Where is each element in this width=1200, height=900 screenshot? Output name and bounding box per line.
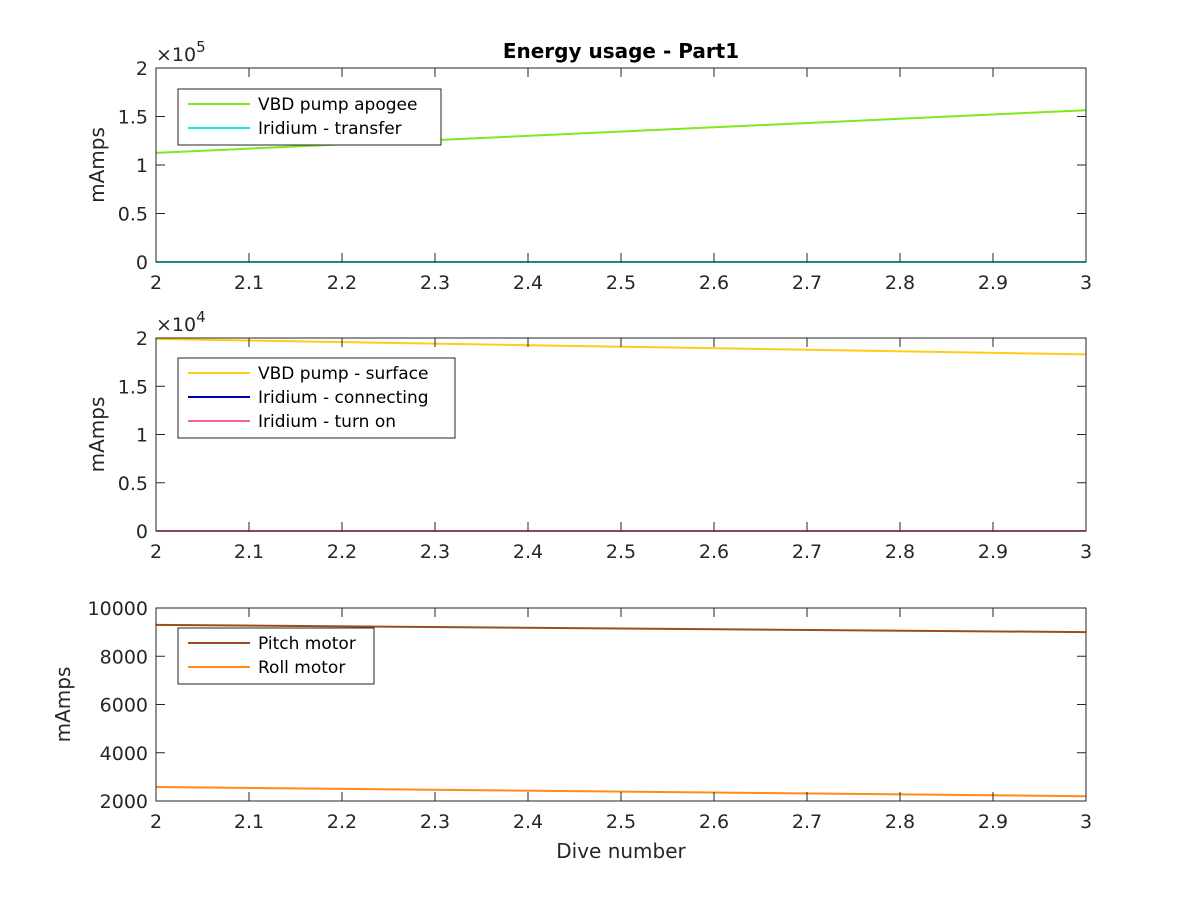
- x-tick-label: 2.4: [513, 811, 543, 833]
- x-tick-label: 2.1: [234, 811, 264, 833]
- x-tick-label: 3: [1080, 272, 1092, 294]
- legend-label: VBD pump apogee: [258, 95, 417, 115]
- legend-label: VBD pump - surface: [258, 364, 428, 384]
- x-tick-label: 2.6: [699, 272, 729, 294]
- y-tick-label: 2: [136, 328, 148, 350]
- x-tick-label: 2.2: [327, 811, 357, 833]
- series-line-1: [155, 623, 1087, 634]
- y-tick-label: 6000: [100, 695, 148, 717]
- y-tick-label: 4000: [100, 743, 148, 765]
- x-tick-label: 2.7: [792, 541, 822, 563]
- y-tick-label: 1.5: [118, 107, 148, 129]
- x-tick-label: 2.7: [792, 272, 822, 294]
- x-tick-label: 2.6: [699, 811, 729, 833]
- legend: VBD pump - surface Iridium - connecting Ir…: [177, 357, 456, 439]
- y-tick-label: 0.5: [118, 204, 148, 226]
- x-tick-label: 2.8: [885, 811, 915, 833]
- x-tick-label: 2: [150, 811, 162, 833]
- x-axis-label: Dive number: [556, 839, 686, 863]
- x-tick-label: 2.5: [606, 541, 636, 563]
- x-tick-label: 2.9: [978, 272, 1008, 294]
- y-exponent-label: ×105: [156, 38, 206, 66]
- y-tick-label: 0: [136, 521, 148, 543]
- x-tick-label: 2.4: [513, 541, 543, 563]
- y-tick-label: 1: [136, 425, 148, 447]
- x-tick-label: 2.1: [234, 272, 264, 294]
- x-tick-label: 2.3: [420, 811, 450, 833]
- subplot-2: 2 2.1 2.2 2.3 2.4 2.5 2.6 2.7 2.8 2.9 3 0 0.5 1 1.5 2 ×1…: [85, 308, 1092, 563]
- subplot-3: 2 2.1 2.2 2.3 2.4 2.5 2.6 2.7 2.8 2.9 3 2000 4000 600…: [51, 598, 1092, 863]
- x-tick-label: 3: [1080, 811, 1092, 833]
- y-tick-label: 0: [136, 252, 148, 274]
- legend-label: Iridium - turn on: [258, 412, 396, 432]
- legend-label: Iridium - connecting: [258, 388, 429, 408]
- legend: VBD pump apogee Iridium - transfer: [177, 88, 442, 146]
- x-tick-label: 2.5: [606, 811, 636, 833]
- series-line-1: [155, 109, 1087, 154]
- legend-box: [177, 627, 375, 685]
- x-tick-label: 2.8: [885, 272, 915, 294]
- y-exponent-label: ×104: [156, 308, 206, 336]
- x-tick-label: 2.7: [792, 811, 822, 833]
- y-tick-label: 2: [136, 58, 148, 80]
- y-tick-label: 0.5: [118, 473, 148, 495]
- x-tick-label: 2.3: [420, 541, 450, 563]
- x-tick-label: 3: [1080, 541, 1092, 563]
- x-tick-label: 2.4: [513, 272, 543, 294]
- y-axis-label: mAmps: [85, 397, 109, 473]
- chart-title: Energy usage - Part1: [503, 39, 739, 63]
- x-tick-label: 2.1: [234, 541, 264, 563]
- x-tick-label: 2.9: [978, 811, 1008, 833]
- legend: Pitch motor Roll motor: [177, 627, 375, 685]
- y-tick-label: 10000: [88, 598, 148, 620]
- legend-label: Iridium - transfer: [258, 119, 402, 139]
- x-tick-label: 2.3: [420, 272, 450, 294]
- legend-label: Roll motor: [258, 658, 345, 678]
- series-line-2: [155, 786, 1087, 798]
- x-tick-label: 2.9: [978, 541, 1008, 563]
- x-tick-label: 2.5: [606, 272, 636, 294]
- x-tick-label: 2.8: [885, 541, 915, 563]
- legend-box: [177, 88, 442, 146]
- subplot-1: 2 2.1 2.2 2.3 2.4 2.5 2.6 2.7 2.8 2.9 3 0 0.5 1 1.5 2 ×1…: [85, 38, 1092, 294]
- x-tick-label: 2: [150, 541, 162, 563]
- y-tick-label: 2000: [100, 791, 148, 813]
- y-tick-label: 1.5: [118, 376, 148, 398]
- y-tick-label: 1: [136, 155, 148, 177]
- y-tick-label: 8000: [100, 646, 148, 668]
- y-axis-label: mAmps: [51, 667, 75, 743]
- y-axis-label: mAmps: [85, 127, 109, 203]
- x-tick-label: 2.6: [699, 541, 729, 563]
- legend-label: Pitch motor: [258, 634, 356, 654]
- x-tick-label: 2.2: [327, 272, 357, 294]
- x-tick-label: 2.2: [327, 541, 357, 563]
- x-tick-label: 2: [150, 272, 162, 294]
